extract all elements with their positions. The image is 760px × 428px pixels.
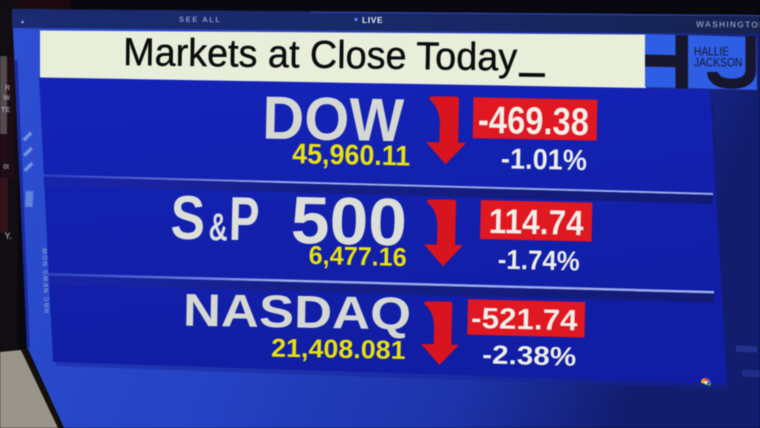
svg-text:NBC NEWS NOW: NBC NEWS NOW	[42, 247, 51, 313]
svg-text:W: W	[3, 95, 10, 102]
svg-text:45,960.11: 45,960.11	[292, 138, 411, 172]
svg-text:P: P	[228, 185, 260, 255]
svg-text:R: R	[5, 85, 10, 92]
svg-text:-521.74: -521.74	[471, 302, 579, 338]
svg-text:&: &	[208, 206, 228, 249]
svg-text:LIVE: LIVE	[362, 15, 383, 25]
svg-text:Y.: Y.	[4, 231, 12, 241]
svg-text:HALLIE: HALLIE	[694, 47, 729, 59]
svg-text:500: 500	[290, 183, 408, 261]
svg-text:WASHINGTON: WASHINGTON	[696, 19, 760, 30]
svg-text:JACKSON: JACKSON	[694, 58, 742, 70]
svg-text:0I: 0I	[3, 164, 9, 171]
svg-text:-2.38%: -2.38%	[482, 339, 577, 371]
svg-text:6,477.16: 6,477.16	[308, 240, 407, 272]
svg-text:114.74: 114.74	[488, 202, 584, 243]
svg-text:21,408.081: 21,408.081	[271, 333, 406, 365]
svg-text:DOW: DOW	[262, 83, 405, 154]
svg-text:S: S	[170, 183, 206, 253]
svg-text:SEE ALL: SEE ALL	[179, 15, 222, 24]
svg-text:-1.74%: -1.74%	[497, 244, 580, 277]
svg-text:TE: TE	[1, 107, 10, 114]
svg-text:-469.38: -469.38	[478, 99, 590, 144]
svg-text:NASDAQ: NASDAQ	[183, 284, 412, 340]
svg-text:-1.01%: -1.01%	[501, 143, 588, 177]
svg-text:Markets at Close Today: Markets at Close Today	[123, 31, 518, 80]
